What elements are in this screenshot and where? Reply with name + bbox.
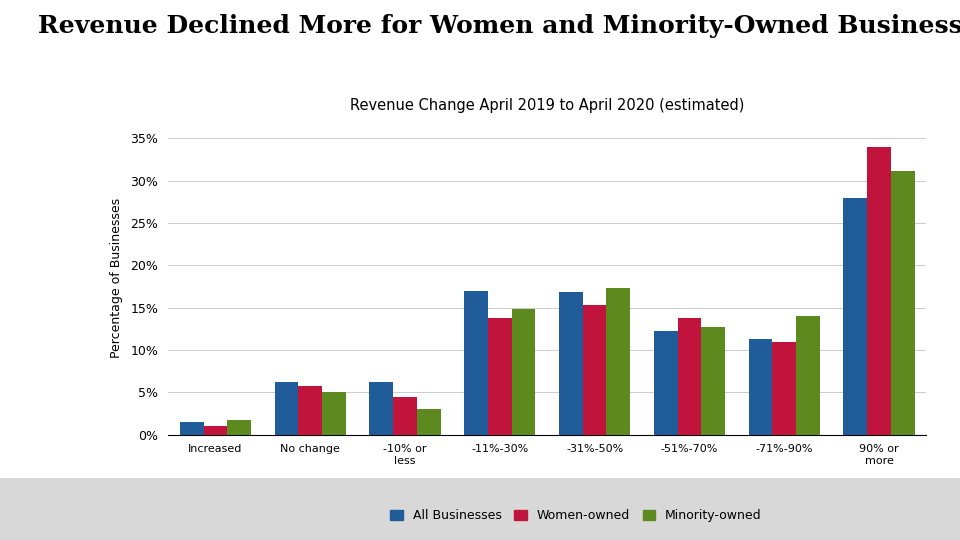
Bar xyxy=(678,318,701,435)
Bar xyxy=(204,426,228,435)
Bar xyxy=(773,342,796,435)
Bar xyxy=(749,339,773,435)
Bar xyxy=(322,393,346,435)
Bar xyxy=(299,386,322,435)
Bar xyxy=(559,293,583,435)
Bar xyxy=(394,396,417,435)
Text: Revenue Declined More for Women and Minority-Owned Businesses: Revenue Declined More for Women and Mino… xyxy=(38,14,960,37)
Bar xyxy=(583,305,607,435)
Bar xyxy=(488,318,512,435)
Bar xyxy=(417,409,441,435)
Bar xyxy=(607,288,630,435)
Bar xyxy=(844,198,867,435)
Y-axis label: Percentage of Businesses: Percentage of Businesses xyxy=(110,198,124,358)
Bar xyxy=(228,420,251,435)
Bar xyxy=(654,330,678,435)
Title: Revenue Change April 2019 to April 2020 (estimated): Revenue Change April 2019 to April 2020 … xyxy=(350,98,744,113)
Bar xyxy=(701,327,725,435)
Bar xyxy=(796,316,820,435)
Bar xyxy=(370,382,394,435)
Bar xyxy=(275,382,299,435)
Bar xyxy=(891,171,915,435)
Bar xyxy=(180,422,204,435)
Legend: All Businesses, Women-owned, Minority-owned: All Businesses, Women-owned, Minority-ow… xyxy=(385,504,767,527)
Bar xyxy=(512,309,536,435)
Bar xyxy=(465,291,488,435)
Bar xyxy=(867,147,891,435)
